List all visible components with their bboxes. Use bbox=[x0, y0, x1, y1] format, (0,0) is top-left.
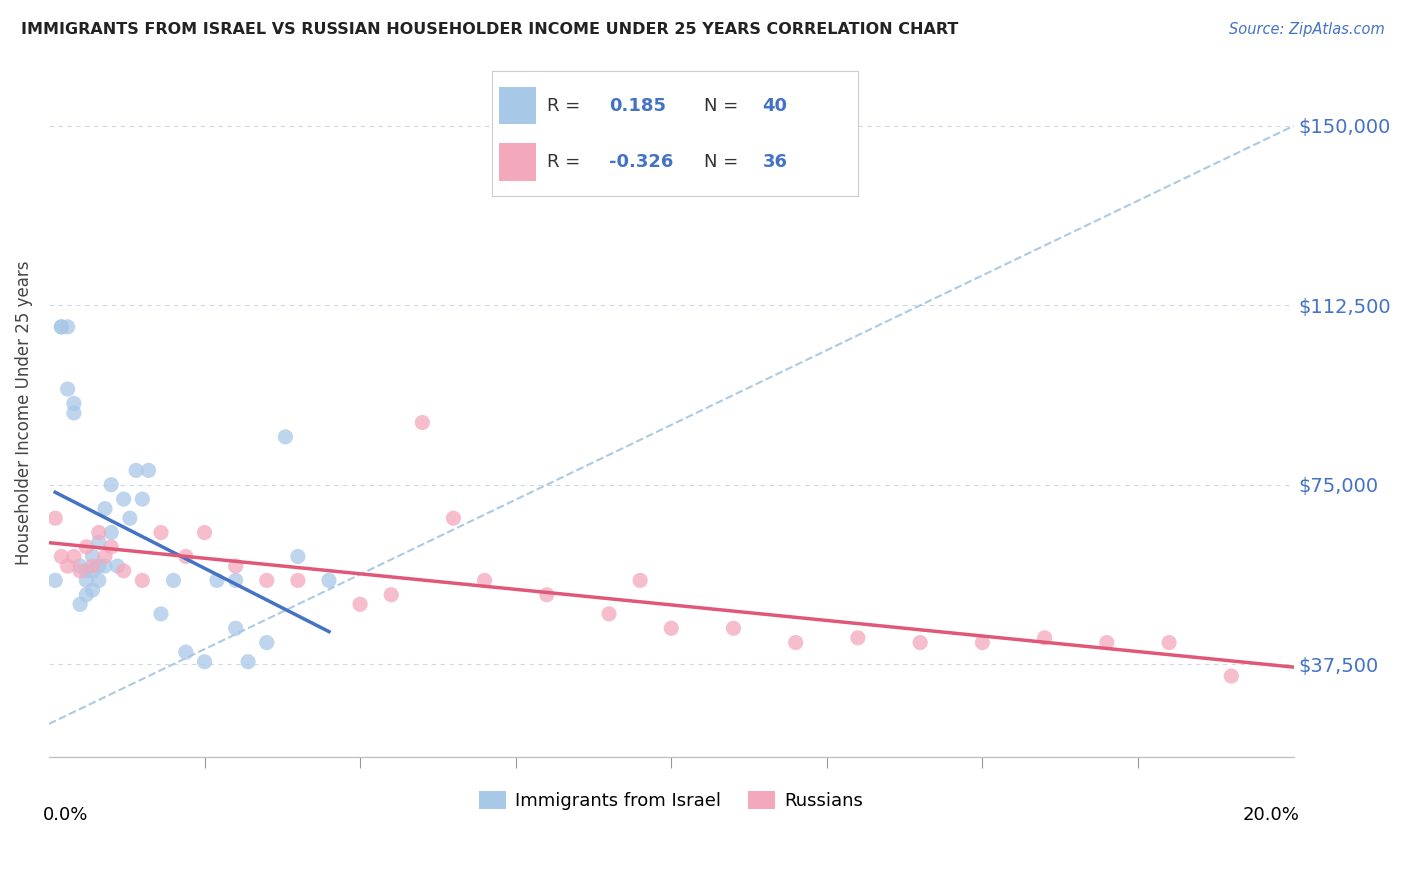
Point bbox=[908, 635, 931, 649]
Point bbox=[131, 491, 153, 506]
Point bbox=[628, 574, 651, 588]
Point bbox=[94, 549, 117, 564]
Point bbox=[225, 621, 247, 635]
Point bbox=[56, 382, 79, 396]
Text: 20.0%: 20.0% bbox=[1243, 805, 1299, 823]
Point bbox=[63, 406, 86, 420]
Point bbox=[69, 564, 91, 578]
Point bbox=[69, 597, 91, 611]
Point bbox=[51, 549, 73, 564]
Point bbox=[63, 549, 86, 564]
Point bbox=[75, 588, 97, 602]
Point bbox=[87, 525, 110, 540]
Point bbox=[443, 511, 465, 525]
Legend: Immigrants from Israel, Russians: Immigrants from Israel, Russians bbox=[472, 783, 870, 817]
Point bbox=[94, 559, 117, 574]
Point bbox=[44, 574, 66, 588]
Point bbox=[1157, 635, 1180, 649]
Point bbox=[174, 549, 197, 564]
Point bbox=[1220, 669, 1243, 683]
Point bbox=[51, 319, 73, 334]
Point bbox=[118, 511, 141, 525]
Text: 40: 40 bbox=[762, 96, 787, 115]
Point bbox=[87, 535, 110, 549]
Point bbox=[100, 540, 122, 554]
Text: R =: R = bbox=[547, 96, 581, 115]
Point bbox=[82, 559, 104, 574]
Point bbox=[1033, 631, 1056, 645]
Point bbox=[87, 559, 110, 574]
Point bbox=[846, 631, 869, 645]
Point bbox=[162, 574, 184, 588]
Point bbox=[972, 635, 994, 649]
Point bbox=[205, 574, 228, 588]
Point bbox=[75, 540, 97, 554]
Point bbox=[112, 564, 135, 578]
Point bbox=[56, 319, 79, 334]
Text: 0.185: 0.185 bbox=[609, 96, 666, 115]
Point bbox=[69, 559, 91, 574]
Point bbox=[287, 574, 309, 588]
Point bbox=[131, 574, 153, 588]
Text: N =: N = bbox=[704, 153, 738, 171]
Point bbox=[318, 574, 340, 588]
Point bbox=[411, 416, 433, 430]
Point bbox=[107, 559, 129, 574]
Point bbox=[659, 621, 682, 635]
Text: 0.0%: 0.0% bbox=[42, 805, 89, 823]
Point bbox=[474, 574, 496, 588]
FancyBboxPatch shape bbox=[499, 144, 536, 180]
Point bbox=[82, 582, 104, 597]
Point bbox=[94, 501, 117, 516]
Point bbox=[138, 463, 160, 477]
Point bbox=[380, 588, 402, 602]
Point bbox=[87, 574, 110, 588]
Point bbox=[82, 564, 104, 578]
Text: R =: R = bbox=[547, 153, 581, 171]
Point bbox=[1095, 635, 1118, 649]
Y-axis label: Householder Income Under 25 years: Householder Income Under 25 years bbox=[15, 260, 32, 566]
Point bbox=[100, 477, 122, 491]
Text: -0.326: -0.326 bbox=[609, 153, 673, 171]
Point bbox=[723, 621, 745, 635]
Point bbox=[536, 588, 558, 602]
Text: IMMIGRANTS FROM ISRAEL VS RUSSIAN HOUSEHOLDER INCOME UNDER 25 YEARS CORRELATION : IMMIGRANTS FROM ISRAEL VS RUSSIAN HOUSEH… bbox=[21, 22, 959, 37]
Point bbox=[598, 607, 620, 621]
Point bbox=[256, 635, 278, 649]
Point bbox=[100, 525, 122, 540]
Point bbox=[174, 645, 197, 659]
Point bbox=[75, 574, 97, 588]
Point bbox=[149, 525, 172, 540]
Point bbox=[785, 635, 807, 649]
Text: N =: N = bbox=[704, 96, 738, 115]
Point bbox=[225, 574, 247, 588]
FancyBboxPatch shape bbox=[499, 87, 536, 124]
Point bbox=[56, 559, 79, 574]
Point bbox=[82, 549, 104, 564]
Point bbox=[287, 549, 309, 564]
Point bbox=[125, 463, 148, 477]
Point bbox=[274, 430, 297, 444]
Point bbox=[349, 597, 371, 611]
Point bbox=[256, 574, 278, 588]
Point bbox=[112, 491, 135, 506]
Point bbox=[51, 319, 73, 334]
Point bbox=[225, 559, 247, 574]
Text: Source: ZipAtlas.com: Source: ZipAtlas.com bbox=[1229, 22, 1385, 37]
Point bbox=[75, 564, 97, 578]
Point bbox=[193, 525, 215, 540]
Text: 36: 36 bbox=[762, 153, 787, 171]
Point bbox=[44, 511, 66, 525]
Point bbox=[149, 607, 172, 621]
Point bbox=[236, 655, 259, 669]
Point bbox=[63, 396, 86, 410]
Point bbox=[193, 655, 215, 669]
